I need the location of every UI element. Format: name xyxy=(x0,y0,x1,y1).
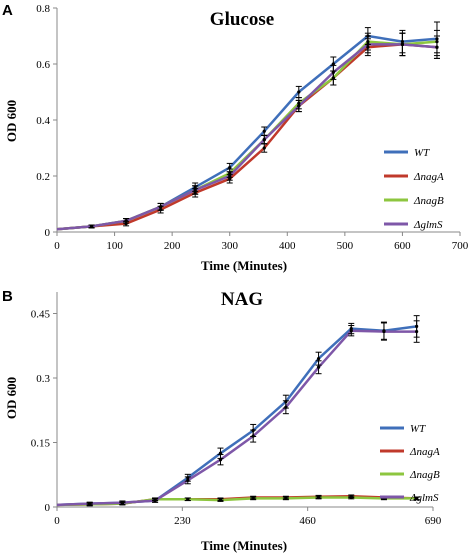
panel-a-data-point xyxy=(193,188,197,192)
panel-a-y-axis-label: OD 600 xyxy=(4,100,19,142)
panel-b-data-point xyxy=(349,329,353,333)
panel-a-x-tick-label: 300 xyxy=(221,240,238,252)
panel-a-data-point xyxy=(159,205,163,209)
panel-a-data-point xyxy=(124,219,128,223)
panel-b-data-point xyxy=(120,501,124,505)
panel-a-data-point xyxy=(435,45,439,49)
panel-a-series-line-2 xyxy=(56,40,438,231)
panel-b-y-axis-label: OD 600 xyxy=(4,377,19,419)
panel-a-data-point xyxy=(262,129,266,133)
panel-a-data-point xyxy=(228,166,232,170)
panel-a-y-tick-label: 0.8 xyxy=(36,3,50,15)
panel-b-legend-label-1: ΔnagA xyxy=(409,446,440,458)
panel-b-data-point xyxy=(186,497,190,501)
panel-b-data-point xyxy=(251,434,255,438)
panel-b-x-tick-label: 0 xyxy=(54,515,60,527)
panel-b-data-point xyxy=(382,329,386,334)
panel-b-x-tick-label: 230 xyxy=(174,515,191,527)
panel-b-y-tick-label: 0.45 xyxy=(31,309,51,321)
panel-b-data-point xyxy=(316,365,321,369)
panel-a-title: Glucose xyxy=(210,9,274,30)
panel-a-letter: A xyxy=(2,2,13,19)
panel-a-legend-label-0: WT xyxy=(414,147,430,159)
panel-a-data-point xyxy=(366,42,370,47)
panel-a-data-point xyxy=(331,62,335,66)
panel-b-data-point xyxy=(251,496,255,500)
panel-a-y-tick-label: 0.2 xyxy=(36,171,50,183)
panel-b-data-point xyxy=(218,498,223,502)
panel-b-data-point xyxy=(153,498,157,503)
panel-b-legend-label-2: ΔnagB xyxy=(409,469,440,481)
panel-a-y-tick-label: 0.6 xyxy=(36,59,50,71)
panel-b-data-point xyxy=(88,501,92,506)
panel-a-data-point xyxy=(297,90,301,94)
panel-a-x-tick-label: 0 xyxy=(54,240,60,252)
panel-b-data-point xyxy=(284,496,288,500)
panel-b-data-point xyxy=(316,495,321,500)
panel-a-data-point xyxy=(89,224,94,228)
panel-a-x-tick-label: 700 xyxy=(452,240,469,252)
panel-b-data-point xyxy=(349,495,353,500)
panel-b-data-point xyxy=(415,329,419,334)
panel-a-series-line-1 xyxy=(56,43,438,231)
panel-a-series-line-3 xyxy=(56,43,438,231)
panel-a-x-tick-label: 400 xyxy=(279,240,296,252)
panel-b-x-tick-label: 460 xyxy=(299,515,316,527)
panel-b-series-line-3 xyxy=(56,329,417,507)
panel-b-y-tick-label: 0 xyxy=(45,502,51,514)
panel-a-plot: 0 0.2 0.4 0.6 0.8 0 100 200 300 400 500 600 700 WT Δna… xyxy=(36,3,469,252)
panel-a-x-tick-label: 500 xyxy=(337,240,354,252)
panel-a-x-tick-label: 600 xyxy=(394,240,411,252)
panel-b-y-tick-label: 0.15 xyxy=(31,438,51,450)
panel-b-data-point xyxy=(415,496,419,500)
panel-a-y-tick-label: 0.4 xyxy=(36,115,50,127)
panel-a-legend-label-1: ΔnagA xyxy=(413,171,444,183)
panel-b-data-point xyxy=(316,357,321,361)
panel-b-x-tick-label: 690 xyxy=(425,515,442,527)
panel-b-data-point xyxy=(218,458,223,462)
panel-b-legend-label-3: ΔglmS xyxy=(409,492,439,504)
panel-a-data-point xyxy=(331,70,335,74)
panel-b-letter: B xyxy=(2,288,13,305)
panel-a-data-point xyxy=(262,138,266,142)
panel-a-data-point xyxy=(400,42,405,47)
panel-a-x-tick-label: 200 xyxy=(164,240,181,252)
panel-b-title: NAG xyxy=(221,289,263,310)
panel-b-data-point xyxy=(284,405,288,409)
panel-a-y-tick-label: 0 xyxy=(45,227,51,239)
panel-a-data-point xyxy=(228,174,232,178)
panel-a-data-point xyxy=(297,104,301,108)
panel-a-series-line-0 xyxy=(56,34,438,231)
panel-b-plot: 0 0.15 0.3 0.45 0 230 460 690 WT ΔnagA ΔnagB ΔglmS xyxy=(31,292,442,527)
panel-a-data-point xyxy=(262,146,266,150)
panel-b-data-point xyxy=(186,478,190,482)
panel-b-y-tick-label: 0.3 xyxy=(36,373,50,385)
panel-b-legend-label-0: WT xyxy=(410,423,426,435)
panel-a: A Glucose Time (Minutes) OD 600 00.20.40… xyxy=(2,2,469,273)
panel-b-series-line-0 xyxy=(56,325,417,507)
panel-a-legend-label-2: ΔnagB xyxy=(413,195,444,207)
panel-a-legend-label-3: ΔglmS xyxy=(413,219,443,231)
panel-b: B NAG Time (Minutes) OD 600 0 0.15 0.3 0.45… xyxy=(2,288,442,553)
panel-a-x-tick-label: 100 xyxy=(106,240,123,252)
panel-a-x-axis-label: Time (Minutes) xyxy=(201,258,287,273)
panel-b-x-axis-label: Time (Minutes) xyxy=(201,538,287,553)
